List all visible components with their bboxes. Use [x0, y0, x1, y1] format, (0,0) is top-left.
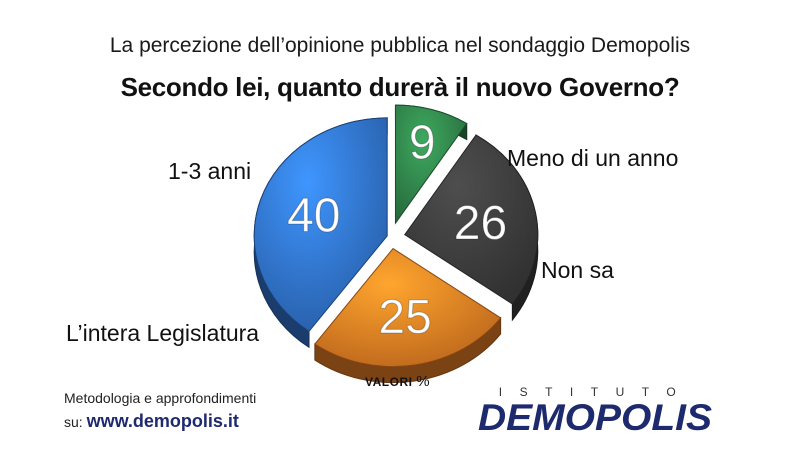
footer-url-link[interactable]: www.demopolis.it — [86, 411, 239, 431]
footer-link-line: su: www.demopolis.it — [64, 411, 239, 432]
slice-value-label: 25 — [378, 291, 431, 344]
slice-label-non-sa: Non sa — [541, 257, 614, 283]
footer-methodology: Metodologia e approfondimenti — [64, 390, 257, 406]
slice-value-label: 40 — [287, 190, 340, 243]
pie-slice — [404, 134, 539, 305]
pie-slice — [253, 117, 388, 333]
unit-label: VALORI % — [365, 373, 430, 390]
demopolis-logo: DEMOPOLIS — [478, 398, 712, 438]
pie-slice — [394, 104, 468, 225]
logo-istituto: ISTITUTO — [498, 385, 694, 399]
chart-subtitle: Secondo lei, quanto durerà il nuovo Gove… — [120, 72, 680, 102]
slice-label-intera-legislatura: L’intera Legislatura — [66, 320, 260, 346]
unit-text: VALORI — [365, 375, 413, 389]
slice-value-label: 9 — [409, 117, 436, 170]
unit-symbol: % — [416, 373, 431, 390]
pie-slice — [314, 247, 502, 368]
chart-title: La percezione dell’opinione pubblica nel… — [109, 34, 691, 57]
slice-value-label: 26 — [454, 197, 507, 250]
footer-prefix: su: — [64, 414, 87, 430]
slice-label-1-3-anni: 1-3 anni — [168, 158, 252, 184]
slice-label-meno-di-un-anno: Meno di un anno — [507, 145, 679, 171]
logo-name: DEMOPOLIS — [478, 398, 712, 438]
